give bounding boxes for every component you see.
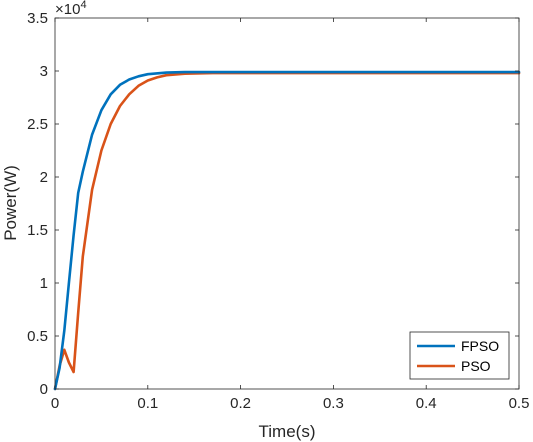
legend-label-fpso: FPSO: [461, 338, 499, 354]
y-tick-label: 3.5: [27, 10, 48, 27]
y-ticks: 0 0.5 1 1.5 2 2.5 3 3.5: [27, 10, 519, 398]
y-tick-label: 0.5: [27, 328, 48, 345]
legend-label-pso: PSO: [461, 358, 491, 374]
y-tick-label: 1: [40, 275, 48, 292]
x-ticks: 0 0.1 0.2 0.3 0.4 0.5: [51, 18, 530, 412]
x-tick-label: 0.4: [416, 395, 437, 412]
y-multiplier: ×104: [55, 0, 87, 18]
y-axis-label: Power(W): [1, 165, 20, 241]
x-axis-label: Time(s): [259, 422, 316, 441]
x-tick-label: 0.5: [509, 395, 530, 412]
plot-area: [55, 18, 519, 389]
plot-box: [54, 17, 520, 390]
y-tick-label: 1.5: [27, 222, 48, 239]
x-tick-label: 0.1: [137, 395, 158, 412]
y-tick-label: 3: [40, 63, 48, 80]
y-tick-label: 2.5: [27, 116, 48, 133]
y-tick-label: 2: [40, 169, 48, 186]
y-multiplier-exponent: 4: [80, 0, 86, 11]
legend: FPSO PSO: [409, 331, 510, 380]
x-tick-label: 0.2: [230, 395, 251, 412]
series-layer: [53, 70, 521, 391]
x-tick-label: 0.3: [323, 395, 344, 412]
series-line-fpso: [53, 70, 521, 391]
x-tick-label: 0: [51, 395, 59, 412]
y-multiplier-base: ×10: [55, 1, 80, 18]
y-tick-label: 0: [40, 381, 48, 398]
legend-box: [409, 331, 510, 380]
